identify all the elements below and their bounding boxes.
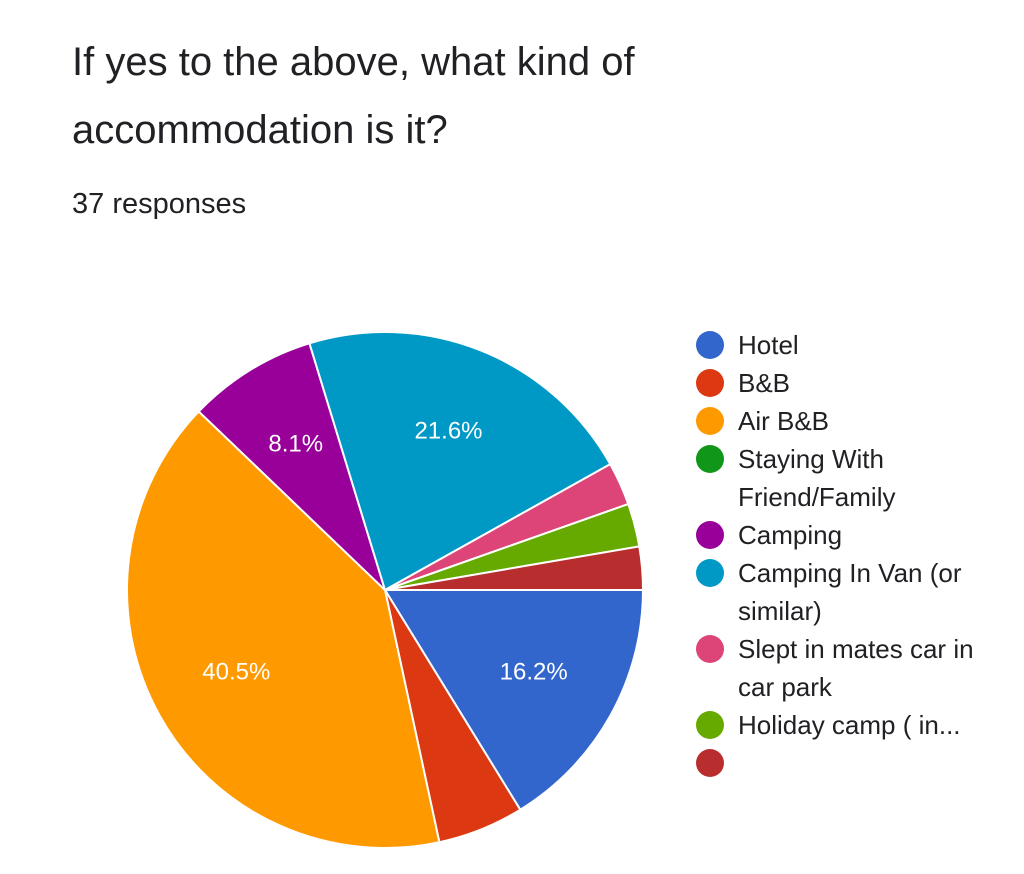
legend-label: Camping In Van (or similar) bbox=[738, 558, 962, 626]
chart-title: If yes to the above, what kind of accomm… bbox=[72, 40, 635, 152]
legend-label: Holiday camp ( in... bbox=[738, 710, 961, 740]
legend-swatch bbox=[696, 445, 724, 473]
legend-item: Slept in mates car in car park bbox=[696, 630, 996, 706]
pie-slice bbox=[384, 545, 645, 591]
legend: Hotel B&B Air B&B Staying With Friend/Famil… bbox=[696, 326, 996, 782]
data-label: 21.6% bbox=[414, 417, 482, 444]
legend-swatch bbox=[696, 369, 724, 397]
legend-label bbox=[738, 744, 974, 782]
legend-item: Air B&B bbox=[696, 402, 996, 440]
legend-swatch bbox=[696, 521, 724, 549]
pie-slice bbox=[308, 331, 612, 592]
legend-item: Holiday camp ( in... bbox=[696, 706, 996, 744]
legend-item bbox=[696, 744, 996, 782]
legend-swatch bbox=[696, 559, 724, 587]
legend-swatch bbox=[696, 407, 724, 435]
pie-slice bbox=[126, 410, 441, 849]
legend-label: Camping bbox=[738, 520, 843, 550]
subtitle: 37 responses bbox=[72, 188, 247, 220]
pie-slice bbox=[383, 589, 645, 812]
pie-slice bbox=[197, 342, 388, 594]
legend-swatch bbox=[696, 635, 724, 663]
legend-label: B&B bbox=[738, 368, 791, 398]
legend-label: Slept in mates car in car park bbox=[738, 634, 974, 702]
data-label: 8.1% bbox=[268, 430, 323, 457]
legend-item: Staying With Friend/Family bbox=[696, 440, 996, 516]
legend-label: Staying With Friend/Family bbox=[738, 444, 896, 512]
chart: 16.2% 40.5% 8.1% 21.6% bbox=[126, 331, 645, 849]
legend-swatch bbox=[696, 331, 724, 359]
legend-item: Camping In Van (or similar) bbox=[696, 554, 996, 630]
legend-item: B&B bbox=[696, 364, 996, 402]
legend-item: Hotel bbox=[696, 326, 996, 364]
data-label: 16.2% bbox=[500, 658, 568, 685]
legend-label: Hotel bbox=[738, 330, 799, 360]
data-label: 40.5% bbox=[202, 658, 270, 685]
legend-item: Camping bbox=[696, 516, 996, 554]
legend-label: Air B&B bbox=[738, 406, 830, 436]
legend-swatch bbox=[696, 749, 724, 777]
legend-swatch bbox=[696, 711, 724, 739]
